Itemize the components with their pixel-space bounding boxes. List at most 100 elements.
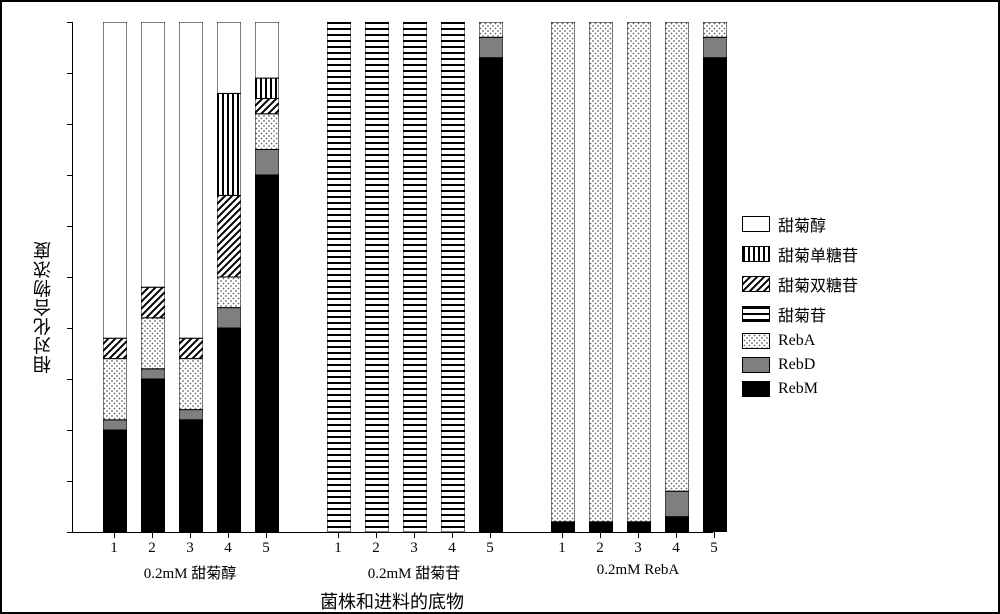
bar-segment-rebD bbox=[217, 308, 241, 328]
x-tick-label: 2 bbox=[148, 540, 156, 557]
legend-swatch bbox=[742, 276, 770, 292]
x-tick bbox=[676, 532, 677, 538]
legend-label: 甜菊醇 bbox=[778, 212, 826, 236]
bar-segment-stevioside bbox=[365, 22, 389, 532]
bar-segment-rebM bbox=[665, 517, 689, 532]
bar-segment-rebM bbox=[217, 328, 241, 532]
bar-segment-steviol bbox=[217, 22, 241, 93]
bar-segment-rebA bbox=[255, 114, 279, 150]
bar-segment-rebD bbox=[103, 420, 127, 430]
bar bbox=[665, 22, 689, 532]
legend-item: 甜菊单糖苷 bbox=[742, 242, 858, 266]
bar-segment-steviol bbox=[255, 22, 279, 78]
legend-label: RebD bbox=[778, 356, 815, 374]
bar bbox=[403, 22, 427, 532]
x-tick-label: 1 bbox=[110, 540, 118, 557]
bar bbox=[103, 22, 127, 532]
x-tick bbox=[190, 532, 191, 538]
bar bbox=[217, 22, 241, 532]
bar-segment-rebD bbox=[179, 410, 203, 420]
bar-segment-rebA bbox=[589, 22, 613, 522]
x-tick bbox=[228, 532, 229, 538]
x-tick bbox=[376, 532, 377, 538]
bar-segment-steviol bbox=[141, 22, 165, 287]
bars-container bbox=[73, 22, 713, 532]
legend-swatch bbox=[742, 357, 770, 373]
x-tick-label: 1 bbox=[558, 540, 566, 557]
x-tick-label: 2 bbox=[372, 540, 380, 557]
x-tick bbox=[638, 532, 639, 538]
x-axis-title: 菌株和进料的底物 bbox=[320, 588, 464, 614]
legend-swatch bbox=[742, 246, 770, 262]
x-tick bbox=[414, 532, 415, 538]
bar-segment-steviol bbox=[103, 22, 127, 338]
bar-segment-rebM bbox=[103, 430, 127, 532]
bar bbox=[365, 22, 389, 532]
x-tick-label: 5 bbox=[710, 540, 718, 557]
bar-segment-rebM bbox=[703, 58, 727, 532]
y-axis-label: 相对化合物浓度 bbox=[30, 241, 56, 374]
x-tick-label: 4 bbox=[448, 540, 456, 557]
legend-swatch bbox=[742, 381, 770, 397]
x-tick-label: 3 bbox=[410, 540, 418, 557]
legend-swatch bbox=[742, 216, 770, 232]
x-tick-label: 1 bbox=[334, 540, 342, 557]
bar bbox=[255, 22, 279, 532]
group-label: 0.2mM 甜菊醇 bbox=[144, 562, 237, 583]
bar-segment-rebM bbox=[141, 379, 165, 532]
plot-area bbox=[72, 22, 713, 533]
x-tick bbox=[600, 532, 601, 538]
x-tick bbox=[562, 532, 563, 538]
bar-segment-rebD bbox=[703, 37, 727, 57]
bar-segment-steviol bbox=[179, 22, 203, 338]
x-tick bbox=[490, 532, 491, 538]
chart-figure: 相对化合物浓度 1234512345123450.2mM 甜菊醇0.2mM 甜菊… bbox=[0, 0, 1000, 614]
group-label: 0.2mM RebA bbox=[597, 562, 680, 579]
bar-segment-rebD bbox=[255, 150, 279, 176]
x-tick-label: 3 bbox=[634, 540, 642, 557]
x-tick bbox=[338, 532, 339, 538]
bar bbox=[479, 22, 503, 532]
x-tick-label: 4 bbox=[672, 540, 680, 557]
x-tick bbox=[114, 532, 115, 538]
bar-segment-rebA bbox=[479, 22, 503, 37]
bar-segment-rebM bbox=[627, 522, 651, 532]
bar-segment-rebM bbox=[551, 522, 575, 532]
bar bbox=[589, 22, 613, 532]
legend-item: RebA bbox=[742, 332, 858, 350]
legend-item: RebD bbox=[742, 356, 858, 374]
legend-item: RebM bbox=[742, 380, 858, 398]
legend-label: RebM bbox=[778, 380, 818, 398]
x-tick bbox=[266, 532, 267, 538]
bar-segment-rebA bbox=[703, 22, 727, 37]
y-tick bbox=[67, 532, 73, 533]
legend-item: 甜菊苷 bbox=[742, 302, 858, 326]
bar-segment-stevioside bbox=[441, 22, 465, 532]
bar bbox=[551, 22, 575, 532]
legend-item: 甜菊醇 bbox=[742, 212, 858, 236]
x-tick-label: 5 bbox=[262, 540, 270, 557]
legend: 甜菊醇甜菊单糖苷甜菊双糖苷甜菊苷 RebA RebD RebM bbox=[742, 212, 858, 404]
legend-label: RebA bbox=[778, 332, 815, 350]
bar-segment-rebA bbox=[551, 22, 575, 522]
bar-segment-bio bbox=[141, 287, 165, 318]
legend-label: 甜菊苷 bbox=[778, 302, 826, 326]
bar-segment-mono bbox=[217, 93, 241, 195]
x-tick bbox=[714, 532, 715, 538]
bar-segment-rebM bbox=[255, 175, 279, 532]
bar-segment-rebA bbox=[103, 359, 127, 420]
bar-segment-rebA bbox=[141, 318, 165, 369]
bar bbox=[141, 22, 165, 532]
bar-segment-bio bbox=[255, 99, 279, 114]
legend-item: 甜菊双糖苷 bbox=[742, 272, 858, 296]
bar-segment-rebM bbox=[179, 420, 203, 532]
x-tick-label: 2 bbox=[596, 540, 604, 557]
x-tick bbox=[452, 532, 453, 538]
group-label: 0.2mM 甜菊苷 bbox=[368, 562, 461, 583]
bar-segment-rebA bbox=[665, 22, 689, 491]
x-tick-label: 5 bbox=[486, 540, 494, 557]
bar-segment-rebM bbox=[479, 58, 503, 532]
bar bbox=[179, 22, 203, 532]
bar bbox=[327, 22, 351, 532]
bar-segment-rebM bbox=[589, 522, 613, 532]
